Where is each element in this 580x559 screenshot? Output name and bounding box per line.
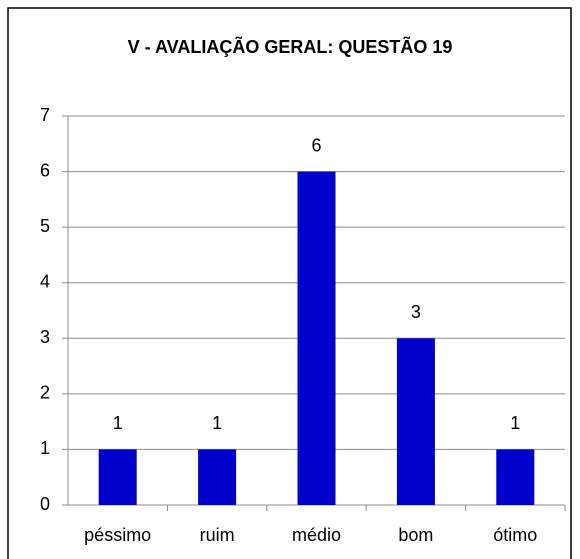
y-tick-label: 1 <box>40 438 50 458</box>
bar <box>198 449 237 505</box>
y-tick-label: 0 <box>40 494 50 514</box>
y-tick-label: 7 <box>40 105 50 125</box>
y-tick-label: 5 <box>40 216 50 236</box>
bar <box>396 338 435 505</box>
x-tick-label: ruim <box>200 525 235 545</box>
y-tick-label: 2 <box>40 383 50 403</box>
y-tick-label: 3 <box>40 327 50 347</box>
data-label: 1 <box>113 413 123 433</box>
y-tick-label: 4 <box>40 271 50 291</box>
data-label: 1 <box>510 413 520 433</box>
y-tick-label: 6 <box>40 160 50 180</box>
bar <box>98 449 137 505</box>
data-label: 1 <box>212 413 222 433</box>
x-tick-label: ótimo <box>493 525 537 545</box>
x-tick-label: bom <box>398 525 433 545</box>
data-label: 3 <box>411 302 421 322</box>
bar <box>297 171 336 506</box>
chart-title: V - AVALIAÇÃO GERAL: QUESTÃO 19 <box>128 36 453 57</box>
data-label: 6 <box>311 135 321 155</box>
x-tick-label: péssimo <box>84 525 151 545</box>
chart-frame <box>7 7 572 559</box>
bar <box>496 449 535 505</box>
x-tick-label: médio <box>292 525 341 545</box>
